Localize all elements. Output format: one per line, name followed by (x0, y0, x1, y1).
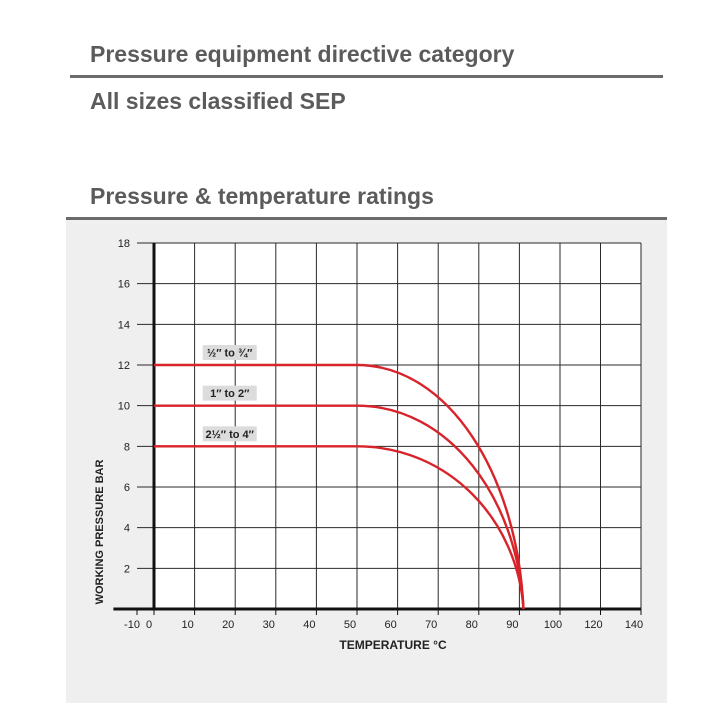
series-line (154, 445, 525, 610)
ped-category-title: Pressure equipment directive category (90, 41, 515, 67)
series-label: 1″ to 2″ (210, 388, 250, 400)
series-label-badge (202, 385, 257, 401)
x-tick-label: 120 (584, 619, 602, 631)
series-label-badge (202, 426, 257, 442)
y-tick-label: 8 (124, 441, 130, 453)
x-tick-label: 60 (384, 619, 396, 631)
x-tick-label: 90 (506, 619, 518, 631)
y-tick-label: 6 (124, 482, 130, 494)
y-axis-label: WORKING PRESSURE BAR (94, 460, 106, 605)
series-line (154, 404, 525, 610)
x-tick-label: 70 (425, 619, 437, 631)
x-tick-label: 50 (344, 619, 356, 631)
series-label-badge (202, 345, 257, 360)
y-tick-label: 14 (118, 319, 130, 331)
pressure-temperature-chart: 2 4 6 8 10 12 14 16 18 -10 0 10 20 30 40 50 60 70 80 90 100 1… (94, 238, 643, 652)
chart-axes: 2 4 6 8 10 12 14 16 18 -10 0 10 20 30 40 50 60 70 80 90 100 1… (113, 238, 643, 631)
x-tick-label: 40 (303, 619, 315, 631)
series-label: ½″ to ¾″ (207, 348, 253, 360)
chart-series (154, 363, 525, 610)
y-tick-label: 18 (118, 238, 130, 250)
x-tick-label: 30 (263, 619, 275, 631)
x-tick-label: 100 (544, 619, 562, 631)
y-tick-label: 10 (118, 401, 130, 413)
chart-labels: ½″ to ¾″ 1″ to 2″ 2½″ to 4″ (202, 345, 257, 442)
y-tick-label: 2 (124, 563, 130, 575)
x-tick-label: 10 (181, 619, 193, 631)
x-tick-label: 0 (146, 619, 152, 631)
chart-grid (154, 242, 642, 609)
chart-panel: 2 4 6 8 10 12 14 16 18 -10 0 10 20 30 40 50 60 70 80 90 100 1… (66, 220, 667, 703)
ratings-underline (66, 217, 667, 220)
x-tick-label: 20 (222, 619, 234, 631)
y-tick-label: 4 (124, 523, 130, 535)
x-axis-label: TEMPERATURE °C (339, 638, 447, 652)
title-underline (70, 75, 663, 78)
y-tick-label: 16 (118, 279, 130, 291)
series-label: 2½″ to 4″ (205, 429, 254, 441)
x-tick-label: -10 (124, 619, 140, 631)
series-line (154, 363, 525, 610)
x-tick-label: 80 (466, 619, 478, 631)
ratings-title: Pressure & temperature ratings (90, 183, 434, 209)
x-tick-label: 140 (625, 619, 643, 631)
ped-category-value: All sizes classified SEP (90, 88, 346, 114)
y-tick-label: 12 (118, 360, 130, 372)
